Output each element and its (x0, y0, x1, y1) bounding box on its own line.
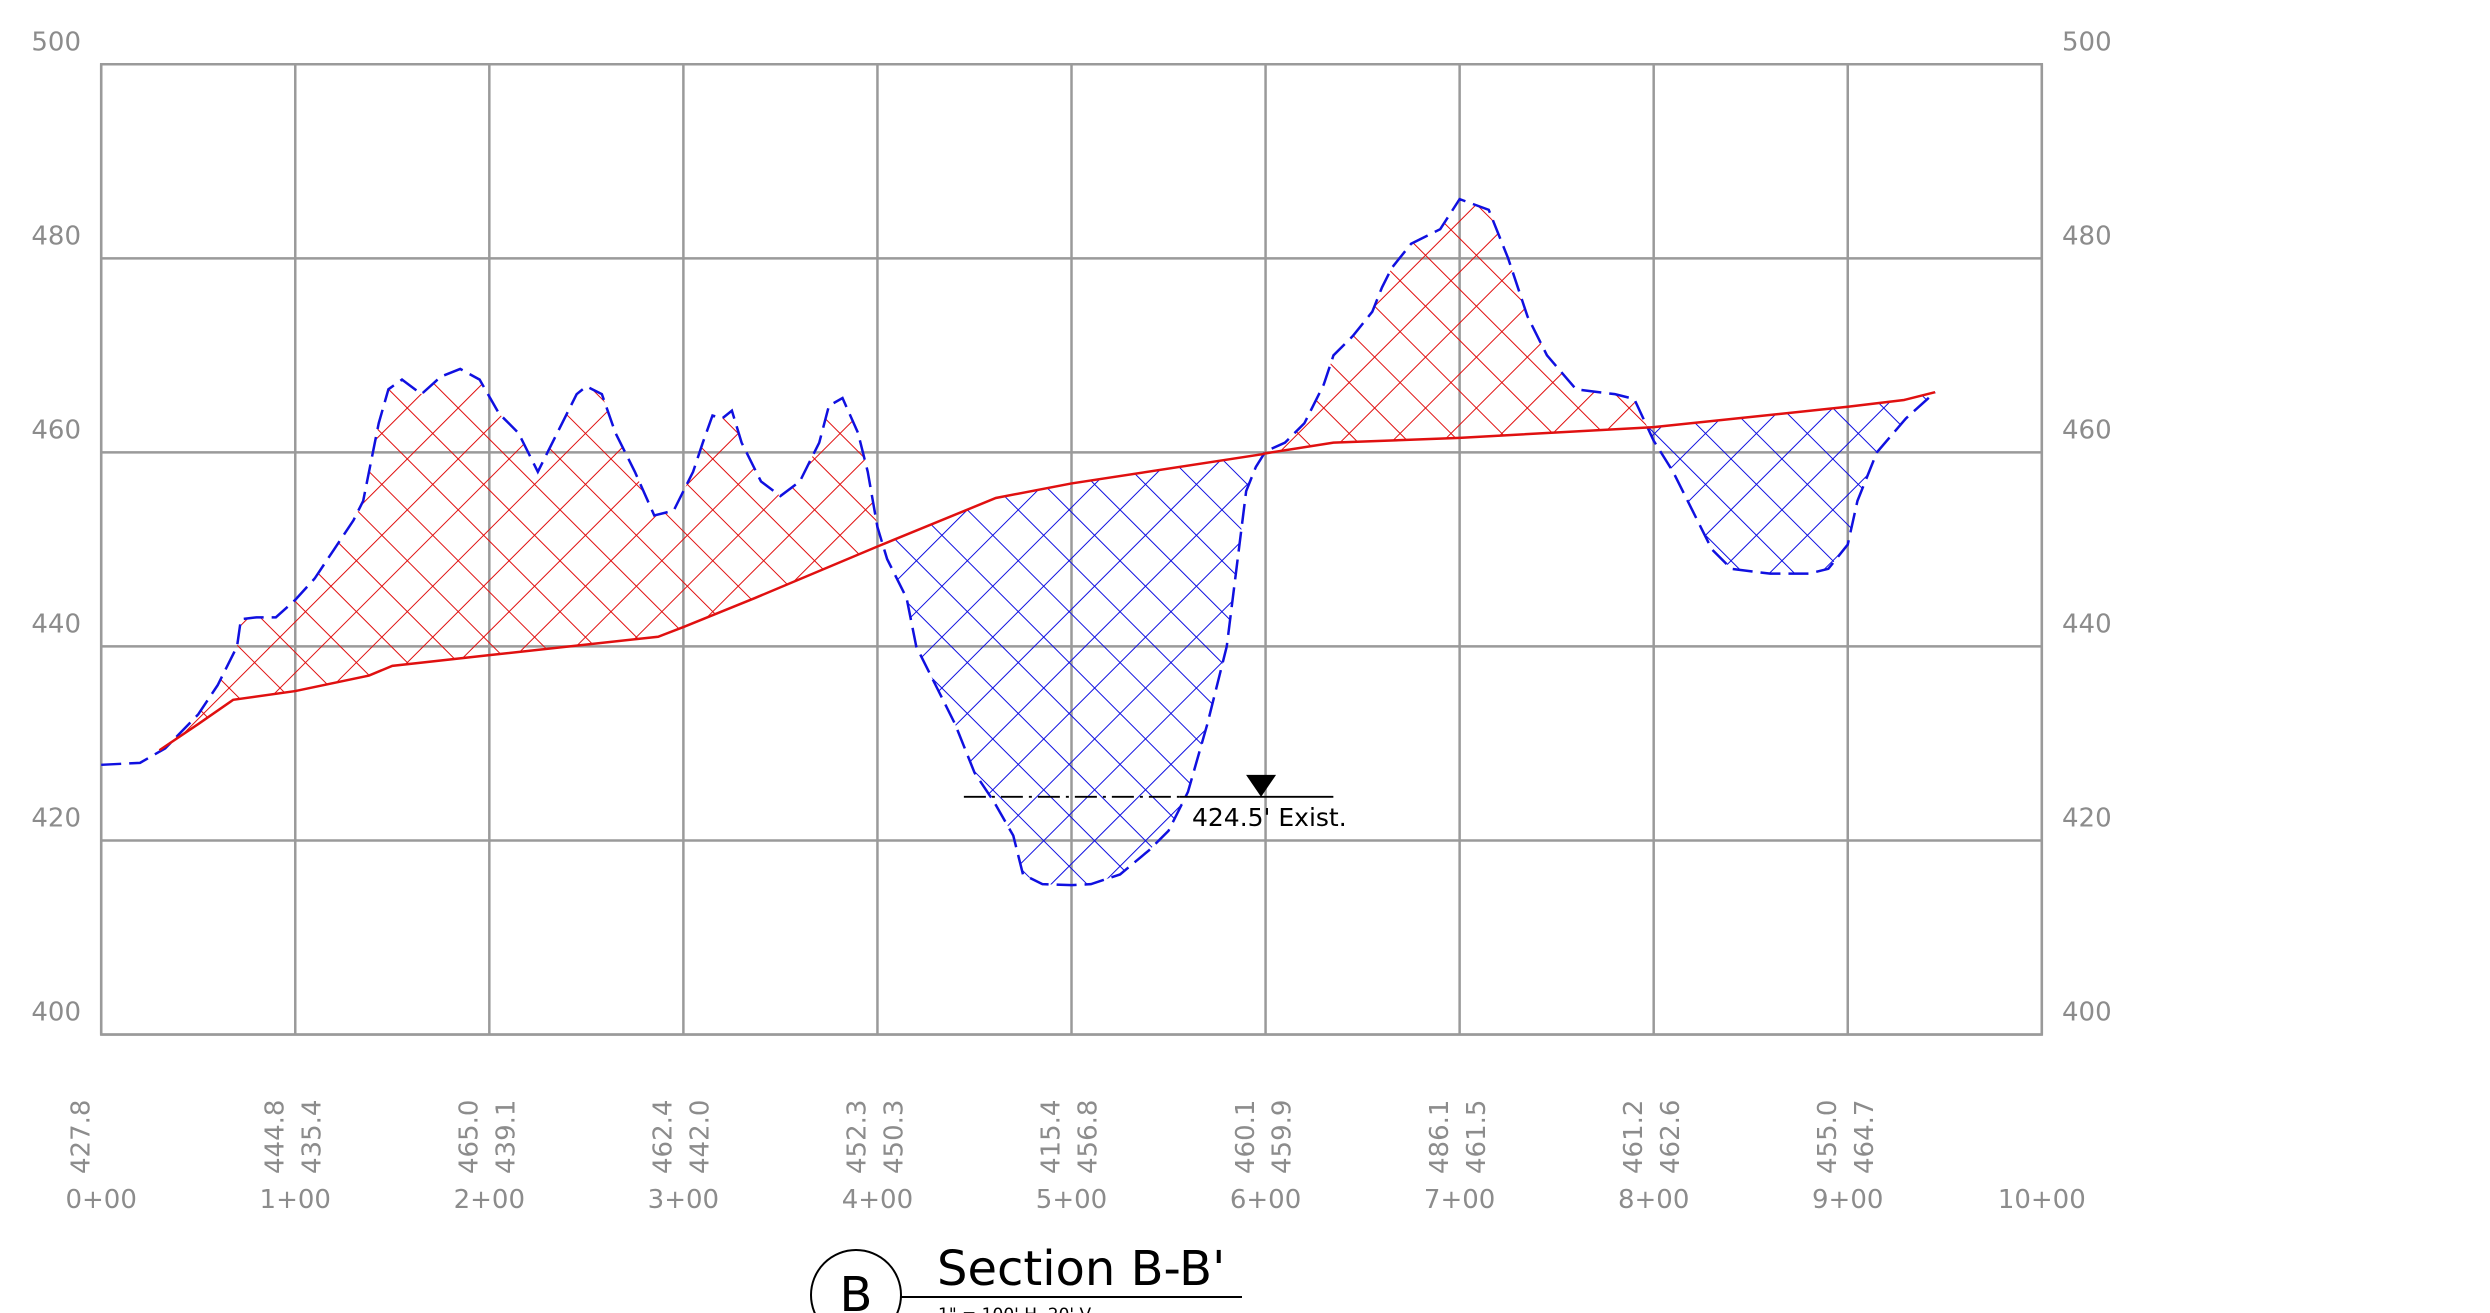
y2-tick-label: 460 (2062, 415, 2112, 445)
section-circle (810, 1249, 902, 1313)
proposed-elevation-label: 456.8 (1074, 1100, 1104, 1174)
y-tick-label: 460 (31, 415, 81, 445)
existing-elevation-label: 486.1 (1425, 1100, 1455, 1174)
y-tick-label: 400 (31, 998, 81, 1028)
proposed-elevation-label: 462.6 (1656, 1100, 1686, 1174)
section-marker: B (840, 1267, 873, 1313)
proposed-elevation-label: 461.5 (1462, 1100, 1492, 1174)
existing-elevation-label: 455.0 (1813, 1100, 1843, 1174)
proposed-elevation-label: 459.9 (1268, 1100, 1298, 1174)
existing-elevation-label: 444.8 (260, 1100, 290, 1174)
x-tick-label: 7+00 (1424, 1185, 1495, 1215)
x-tick-label: 3+00 (648, 1185, 719, 1215)
existing-ground (101, 197, 1936, 887)
y-tick-label: 420 (31, 803, 81, 833)
x-tick-label: 5+00 (1036, 1185, 1107, 1215)
x-tick-label: 6+00 (1230, 1185, 1301, 1215)
proposed-elevation-label: 450.3 (880, 1100, 910, 1174)
y-tick-label: 480 (31, 221, 81, 251)
y-tick-label: 500 (31, 27, 81, 57)
existing-elevation-label: 452.3 (843, 1100, 873, 1174)
y2-tick-label: 500 (2062, 27, 2112, 57)
proposed-grade (158, 391, 1936, 752)
water-level-label: 424.5' Exist. (1192, 803, 1347, 832)
y2-tick-label: 400 (2062, 998, 2112, 1028)
proposed-elevation-label: 442.0 (686, 1100, 716, 1174)
existing-elevation-label: 415.4 (1037, 1100, 1067, 1174)
scale-note: 1" = 100' H, 20' V (938, 1305, 1092, 1313)
x-tick-label: 4+00 (842, 1185, 913, 1215)
x-tick-label: 2+00 (454, 1185, 525, 1215)
y2-tick-label: 440 (2062, 609, 2112, 639)
existing-elevation-label: 427.8 (66, 1100, 96, 1174)
proposed-elevation-label: 439.1 (491, 1100, 521, 1174)
existing-elevation-label: 465.0 (455, 1100, 485, 1174)
water-level-symbol (1246, 774, 1277, 797)
existing-elevation-label: 460.1 (1231, 1100, 1261, 1174)
proposed-elevation-label: 464.7 (1850, 1100, 1880, 1174)
existing-elevation-label: 462.4 (649, 1100, 679, 1174)
y2-tick-label: 480 (2062, 221, 2112, 251)
section-title: Section B-B' (937, 1241, 1225, 1297)
proposed-elevation-label: 435.4 (297, 1100, 327, 1174)
x-tick-label: 0+00 (65, 1185, 136, 1215)
plot-frame (99, 63, 2044, 1036)
x-tick-label: 10+00 (1998, 1185, 2086, 1215)
x-tick-label: 1+00 (260, 1185, 331, 1215)
existing-elevation-label: 461.2 (1619, 1100, 1649, 1174)
y-tick-label: 440 (31, 609, 81, 639)
y2-tick-label: 420 (2062, 803, 2112, 833)
x-tick-label: 9+00 (1812, 1185, 1883, 1215)
x-tick-label: 8+00 (1618, 1185, 1689, 1215)
